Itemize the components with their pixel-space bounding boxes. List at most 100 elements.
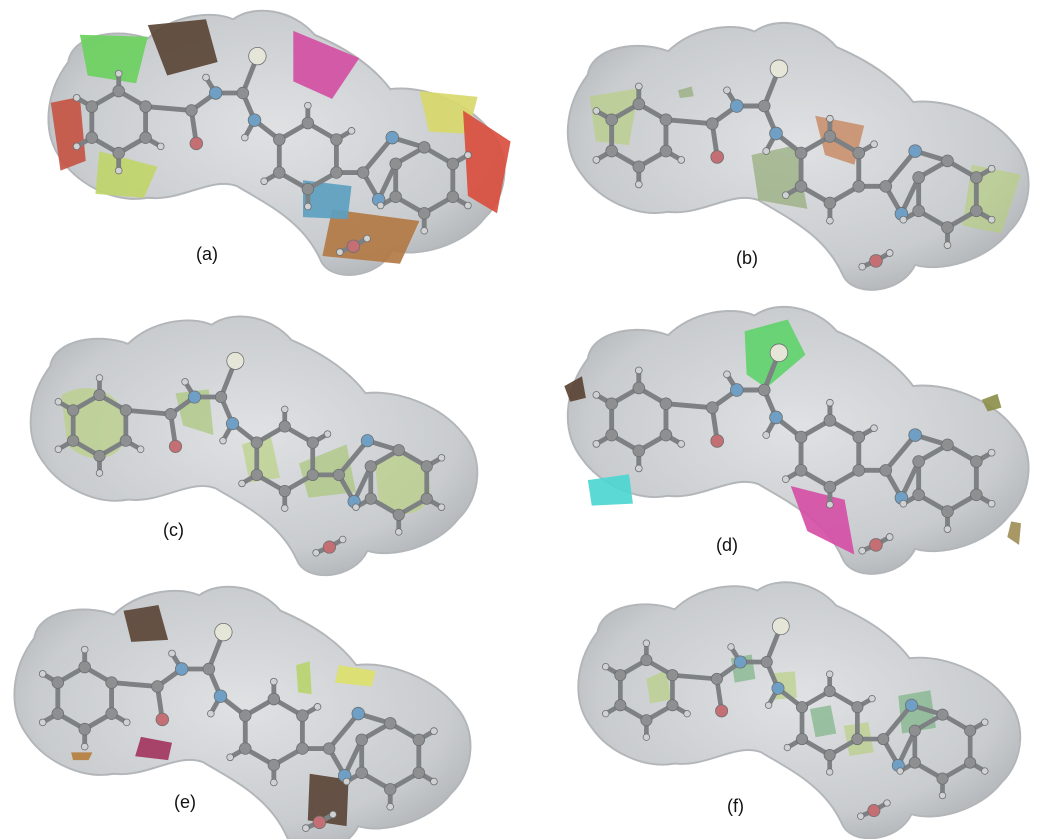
hydrogen-atom [363, 234, 371, 243]
panel-a: (a) [0, 0, 530, 279]
bond [336, 438, 370, 478]
hydrogen-atom [270, 677, 278, 686]
oxygen-atom [155, 712, 169, 727]
carbon-atom [273, 166, 286, 179]
hydrogen-atom [95, 469, 104, 477]
hydrogen-atom [202, 73, 210, 82]
carbon-atom [823, 130, 837, 143]
nitrogen-atom [213, 689, 228, 703]
carbon-atom [420, 492, 433, 505]
hydrogen-atom [868, 694, 876, 703]
panel-b: (b) [531, 0, 1061, 291]
carbon-atom [666, 699, 679, 712]
hydrogen-atom [80, 742, 89, 751]
hydrogen-atom [896, 767, 904, 775]
carbon-atom [322, 742, 336, 755]
carbon-atom [78, 660, 91, 674]
surface-a [47, 9, 511, 276]
carbon-atom [112, 146, 125, 160]
carbon-atom [85, 131, 99, 144]
sulfur-atom [226, 351, 245, 370]
carbon-atom [794, 146, 808, 160]
carbon-atom [236, 86, 250, 100]
hydrogen-atom [114, 69, 123, 78]
carbon-atom [355, 733, 368, 747]
carbon-atom [964, 756, 977, 769]
oxygen-atom [168, 439, 183, 453]
carbon-atom [119, 434, 132, 447]
hydrogen-atom [826, 500, 834, 509]
carbon-atom [392, 508, 405, 521]
hydrogen-atom [858, 262, 867, 271]
nitrogen-atom [908, 428, 922, 442]
oxygen-atom [869, 538, 883, 552]
carbon-atom [364, 460, 377, 473]
hydrogen-atom [72, 94, 81, 102]
surface-f [577, 581, 1022, 839]
sulfur-atom [769, 343, 789, 362]
carbon-atom [384, 717, 397, 730]
bond [663, 117, 715, 127]
hydrogen-atom [437, 454, 446, 462]
surface-patch [790, 486, 855, 555]
carbon-atom [908, 724, 921, 737]
hydrogen-atom [241, 133, 249, 142]
hydrogen-atom [826, 114, 834, 123]
hydrogen-atom [464, 201, 472, 210]
surface-patch [375, 454, 431, 514]
hydrogen-atom [386, 802, 395, 811]
surface-patch [334, 665, 376, 687]
carbon-atom [852, 430, 866, 444]
carbon-atom [912, 171, 925, 184]
surface-patch [587, 474, 633, 506]
surface-patch [296, 661, 312, 695]
carbon-atom [250, 468, 263, 481]
caption-e: (e) [174, 792, 196, 812]
carbon-atom [632, 444, 646, 458]
carbon-atom [796, 733, 809, 746]
carbon-atom [267, 692, 281, 706]
hydrogen-atom [677, 440, 686, 448]
carbon-atom [964, 724, 977, 737]
carbon-atom [306, 468, 319, 481]
carbon-atom [330, 133, 343, 146]
molecule-group [564, 305, 1030, 575]
carbon-atom [879, 464, 893, 477]
hydrogen-atom [602, 710, 610, 718]
carbon-atom [851, 733, 864, 746]
hydrogen-atom [430, 727, 438, 735]
molecule-group [13, 585, 472, 839]
carbon-atom [796, 701, 809, 714]
carbon-atom [139, 131, 152, 144]
carbon-atom [446, 157, 460, 171]
surface-patch [419, 91, 478, 134]
hydrogen-atom [677, 156, 686, 164]
hydrogen-atom [987, 448, 996, 457]
carbon-atom [185, 104, 198, 117]
carbon-atom [879, 180, 893, 193]
hydrogen-atom [338, 535, 347, 544]
carbon-atom [418, 207, 431, 220]
carbon-atom [105, 707, 118, 720]
hydrogen-atom [336, 248, 344, 256]
surface-patch [809, 705, 837, 738]
caption-f: (f) [727, 796, 744, 816]
hydrogen-atom [727, 643, 735, 651]
carbon-atom [105, 676, 118, 689]
hydrogen-atom [899, 215, 908, 224]
carbon-atom [112, 84, 125, 98]
carbon-atom [85, 100, 99, 113]
nitrogen-atom [733, 655, 747, 669]
carbon-atom [605, 428, 618, 442]
hydrogen-atom [870, 424, 878, 433]
surface-patch [463, 110, 511, 214]
carbon-atom [640, 714, 653, 727]
carbon-atom [908, 756, 921, 769]
nitrogen-atom [771, 681, 785, 695]
atoms [72, 47, 472, 256]
hydrogen-atom [764, 701, 773, 709]
carbon-atom [757, 383, 771, 397]
carbon-atom [706, 401, 719, 414]
carbon-atom [389, 157, 402, 171]
bond [326, 711, 361, 751]
